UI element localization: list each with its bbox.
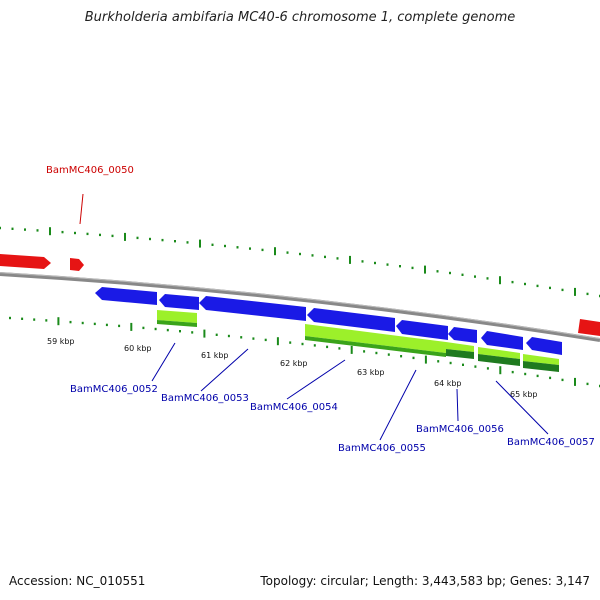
upper-tick-track <box>0 226 600 298</box>
gene-arrow-reverse[interactable] <box>199 296 306 321</box>
gene-label-bammc406-0057[interactable]: BamMC406_0057 <box>507 437 595 448</box>
scale-label: 59 kbp <box>47 337 75 346</box>
gene-label-bammc406-0056[interactable]: BamMC406_0056 <box>416 424 504 435</box>
gene-arrow-reverse[interactable] <box>95 287 157 305</box>
cds-block[interactable] <box>478 347 520 359</box>
cds-block[interactable] <box>446 342 474 352</box>
scale-label: 65 kbp <box>510 390 538 399</box>
scale-label: 60 kbp <box>124 344 152 353</box>
gene-arrow-reverse[interactable] <box>448 327 477 343</box>
gene-label-bammc406-0052[interactable]: BamMC406_0052 <box>70 384 158 395</box>
scale-labels: 59 kbp 60 kbp 61 kbp 62 kbp 63 kbp 64 kb… <box>47 337 538 399</box>
gene-arrow-reverse[interactable] <box>307 308 395 332</box>
gene-labels: BamMC406_0050 BamMC406_0052 BamMC406_005… <box>46 165 595 454</box>
cds-track <box>157 310 559 372</box>
gene-label-bammc406-0055[interactable]: BamMC406_0055 <box>338 443 426 454</box>
gene-label-bammc406-0050[interactable]: BamMC406_0050 <box>46 165 134 176</box>
label-leader-lines <box>79 193 549 441</box>
forward-gene-track <box>0 254 600 336</box>
scale-label: 64 kbp <box>434 379 462 388</box>
map-title: Burkholderia ambifaria MC40-6 chromosome… <box>84 10 516 25</box>
accession-label: Accession: NC_010551 <box>9 574 146 588</box>
lower-tick-track <box>9 316 600 388</box>
scale-label: 63 kbp <box>357 368 385 377</box>
gene-label-bammc406-0053[interactable]: BamMC406_0053 <box>161 393 249 404</box>
cds-block[interactable] <box>523 354 559 365</box>
gene-label-bammc406-0054[interactable]: BamMC406_0054 <box>250 402 338 413</box>
gene-arrow-reverse[interactable] <box>481 331 523 350</box>
cds-block[interactable] <box>157 310 197 323</box>
cds-block[interactable] <box>305 324 446 353</box>
gene-arrow-reverse[interactable] <box>396 320 448 340</box>
gene-arrow-reverse[interactable] <box>526 337 562 355</box>
scale-label: 61 kbp <box>201 351 229 360</box>
genome-summary: Topology: circular; Length: 3,443,583 bp… <box>260 574 590 588</box>
chromosome-backbone <box>0 272 600 342</box>
gene-arrow-forward[interactable] <box>70 258 84 271</box>
gene-arrow-reverse[interactable] <box>159 294 199 310</box>
gene-arrow-forward[interactable] <box>578 319 600 336</box>
scale-label: 62 kbp <box>280 359 308 368</box>
gene-arrow-forward[interactable] <box>0 254 51 269</box>
reverse-gene-track <box>95 287 562 355</box>
